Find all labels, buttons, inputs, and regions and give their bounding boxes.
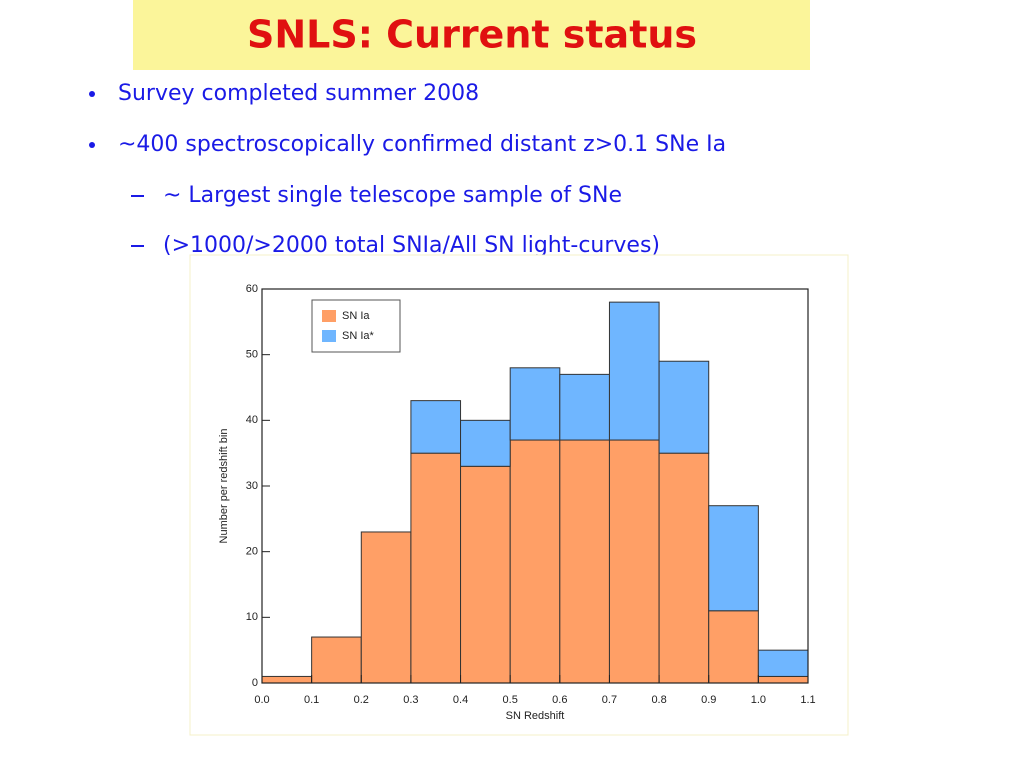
histogram-bar: [708, 610, 759, 684]
legend-label: SN Ia: [342, 310, 370, 322]
y-tick-label: 10: [246, 611, 258, 623]
y-axis-label: Number per redshift bin: [218, 429, 230, 544]
x-tick-label: 0.8: [651, 694, 666, 706]
histogram-bar: [608, 439, 660, 684]
x-tick-label: 0.5: [503, 694, 518, 706]
y-tick-label: 0: [252, 677, 258, 689]
histogram-bar: [708, 505, 759, 612]
histogram-bar: [509, 439, 561, 684]
x-axis-label: SN Redshift: [506, 710, 565, 722]
legend-box: [311, 299, 401, 353]
x-tick-label: 0.4: [453, 694, 468, 706]
y-tick-label: 30: [246, 480, 258, 492]
bullet-dot: [89, 142, 95, 148]
bullet-text: ~400 spectroscopically confirmed distant…: [118, 132, 726, 157]
histogram-bar: [509, 367, 561, 441]
y-tick-label: 20: [246, 546, 258, 558]
histogram-bar: [311, 636, 362, 684]
histogram-bar: [608, 301, 660, 441]
sub-bullet-text: ~ Largest single telescope sample of SNe: [163, 183, 622, 208]
histogram-bar: [360, 531, 412, 684]
sub-bullet-text: (>1000/>2000 total SNIa/All SN light-cur…: [163, 233, 660, 258]
x-tick-label: 0.6: [552, 694, 567, 706]
histogram-bar: [658, 452, 710, 684]
bullet-text: Survey completed summer 2008: [118, 81, 479, 106]
x-tick-label: 0.2: [354, 694, 369, 706]
y-tick-label: 40: [246, 414, 258, 426]
bullet-dot: [89, 91, 95, 97]
histogram-bar: [559, 439, 610, 684]
x-tick-label: 1.1: [800, 694, 815, 706]
histogram-bar: [559, 373, 610, 441]
x-tick-label: 0.3: [403, 694, 418, 706]
title-box: [133, 0, 810, 70]
x-tick-label: 0.9: [701, 694, 716, 706]
histogram-bar: [261, 675, 313, 684]
histogram-bar: [410, 452, 462, 684]
y-tick-label: 60: [246, 283, 258, 295]
x-tick-label: 0.0: [254, 694, 269, 706]
x-tick-label: 0.7: [602, 694, 617, 706]
chart: 0 10 20 30 40 50 60 0.0 0.1 0.2 0.3 0.4 0.5 0.6 0.7 0.8…: [218, 283, 816, 722]
histogram-bar: [460, 465, 511, 684]
histogram-bar: [460, 419, 511, 467]
legend-label: SN Ia*: [342, 330, 375, 342]
x-tick-label: 1.0: [751, 694, 766, 706]
histogram-bar: [658, 360, 710, 454]
legend-swatch: [322, 310, 336, 322]
y-tick-label: 50: [246, 349, 258, 361]
histogram-bar: [757, 649, 809, 677]
histogram-bar: [757, 675, 809, 684]
histogram-bar: [410, 400, 462, 454]
slide-title: SNLS: Current status: [247, 13, 697, 57]
x-tick-label: 0.1: [304, 694, 319, 706]
legend-swatch: [322, 330, 336, 342]
